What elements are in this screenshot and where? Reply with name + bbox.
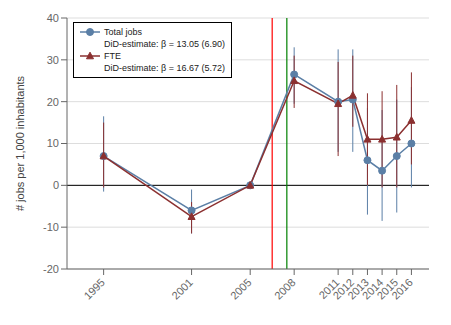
svg-text:30: 30 [47,54,59,66]
svg-text:2011: 2011 [316,276,342,302]
html-text:Total jobs: Total jobs [104,27,142,37]
svg-text:1995: 1995 [81,276,107,302]
svg-text:2015: 2015 [374,276,401,302]
svg-text:20: 20 [47,96,59,108]
html-text:FTE: FTE [104,51,121,61]
html-text:DiD-estimate: β = 16.67 (5.72): DiD-estimate: β = 16.67 (5.72) [104,63,225,73]
svg-text:2013: 2013 [345,276,371,302]
html-text:DiD-estimate: β = 13.05 (6.90): DiD-estimate: β = 13.05 (6.90) [104,39,225,49]
svg-text:10: 10 [47,137,59,149]
svg-text:2014: 2014 [359,276,386,302]
svg-text:-20: -20 [43,263,59,275]
svg-text:2001: 2001 [169,276,195,302]
svg-text:-10: -10 [43,221,59,233]
svg-text:0: 0 [53,179,59,191]
svg-text:2016: 2016 [389,276,415,302]
svg-text:# jobs per 1,000 inhabitants: # jobs per 1,000 inhabitants [14,75,26,211]
svg-text:2008: 2008 [272,276,298,302]
svg-text:2005: 2005 [228,276,254,302]
svg-text:40: 40 [47,12,59,24]
svg-text:2012: 2012 [330,276,357,302]
